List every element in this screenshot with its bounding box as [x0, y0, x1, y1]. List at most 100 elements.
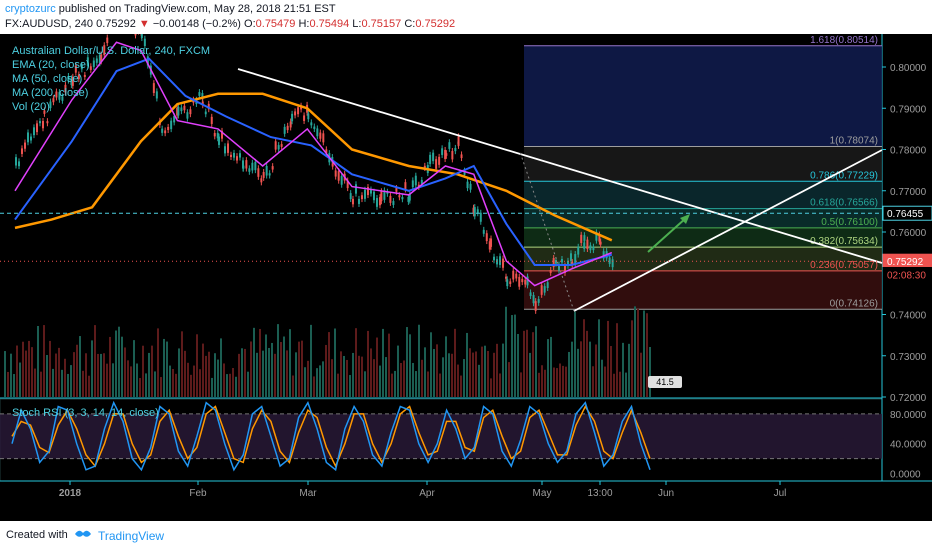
candle-body: [479, 212, 482, 222]
volume-bar: [88, 375, 90, 397]
ascending-trendline: [573, 149, 883, 312]
candle-body: [496, 259, 499, 265]
fib-zone: [524, 227, 882, 248]
volume-bar: [442, 357, 444, 397]
time-tick-label: Apr: [419, 488, 435, 499]
volume-bar: [553, 367, 555, 397]
price-badge-text: 0.75292: [887, 257, 924, 268]
volume-bar: [157, 328, 159, 397]
volume-bar: [421, 359, 423, 397]
candle-body: [526, 276, 529, 286]
time-tick-label: Jul: [774, 488, 787, 499]
volume-bar: [559, 363, 561, 397]
volume-bar: [544, 369, 546, 397]
volume-bar: [100, 353, 102, 397]
volume-bar: [103, 353, 105, 397]
volume-bar: [28, 340, 30, 397]
candle-body: [407, 196, 410, 202]
candle-body: [313, 126, 316, 130]
candle-body: [27, 132, 29, 143]
volume-bar: [211, 377, 213, 397]
volume-bar: [529, 352, 531, 397]
candle-body: [257, 168, 260, 177]
price-tick-label: 0.74000: [890, 311, 927, 322]
drawings[interactable]: 41.5: [0, 68, 883, 388]
volume-bar: [73, 352, 75, 397]
time-tick-label: 2018: [59, 488, 82, 499]
time-axis[interactable]: 2018 Feb Mar Apr May 13:00 Jun Jul: [59, 481, 787, 499]
price-tick-label: 0.79000: [890, 104, 927, 115]
author-link[interactable]: cryptozurc: [5, 3, 56, 15]
fib-level-label: 0(0.74126): [830, 298, 878, 309]
fib-zone: [524, 45, 882, 147]
volume-bar: [97, 353, 99, 397]
volume-bar: [106, 363, 108, 397]
volume-bar: [67, 373, 69, 397]
candle-body: [583, 242, 586, 249]
price-axis[interactable]: 0.80000 0.79000 0.78000 0.77000 0.76000 0.740…: [882, 63, 932, 481]
candle-body: [291, 113, 294, 122]
volume-histogram: [4, 306, 651, 397]
price-change: −0.00148 (−0.2%): [152, 18, 241, 30]
volume-bar: [511, 315, 513, 397]
fib-zone: [524, 181, 882, 209]
stoch-d-line: [11, 404, 651, 468]
candle-body: [441, 148, 444, 155]
volume-bar: [34, 368, 36, 397]
candle-body: [360, 195, 363, 200]
candle-body: [463, 170, 466, 175]
volume-bar: [385, 357, 387, 397]
volume-bar: [649, 347, 651, 397]
candle-body: [58, 92, 61, 100]
fibonacci-retracement[interactable]: 1.618(0.80514) 1(0.78074) 0.786(0.77229) 0.…: [524, 35, 882, 310]
volume-bar: [382, 328, 384, 397]
candle-body: [164, 130, 167, 134]
candle-body: [83, 74, 86, 77]
chart-canvas[interactable]: 1.618(0.80514) 1(0.78074) 0.786(0.77229) 0.…: [0, 34, 932, 521]
candle-body: [173, 116, 176, 123]
candle-body: [571, 261, 574, 265]
stoch-band: [0, 413, 882, 459]
stoch-tick-label: 80.0000: [890, 410, 927, 421]
candle-body: [574, 254, 577, 264]
volume-bar: [232, 368, 234, 397]
volume-bar: [142, 345, 144, 397]
candle-body: [198, 92, 201, 96]
candle-body: [580, 234, 583, 243]
candle-body: [569, 253, 572, 261]
candle-body: [372, 191, 375, 201]
volume-bar: [484, 345, 486, 397]
candle-body: [445, 153, 448, 156]
volume-bar: [217, 359, 219, 397]
volume-bar: [214, 353, 216, 397]
volume-bar: [601, 359, 603, 397]
volume-bar: [376, 337, 378, 397]
candle-body: [389, 195, 392, 203]
volume-bar: [535, 326, 537, 397]
stoch-k-line: [11, 400, 651, 472]
candle-body: [103, 45, 106, 56]
volume-bar: [325, 344, 327, 397]
candle-body: [271, 166, 274, 170]
volume-bar: [361, 356, 363, 397]
candle-body: [248, 168, 251, 172]
volume-bar: [598, 319, 600, 397]
volume-bar: [634, 306, 636, 397]
tradingview-link[interactable]: TradingView: [98, 529, 165, 543]
legend-ma50: MA (50, close): [12, 73, 82, 85]
volume-bar: [427, 371, 429, 397]
volume-bar: [610, 346, 612, 397]
volume-bar: [265, 334, 267, 397]
price-badge-text: 02:08:30: [887, 270, 926, 281]
candle-body: [46, 121, 49, 124]
volume-bar: [151, 345, 153, 397]
volume-bar: [343, 355, 345, 397]
candle-body: [482, 229, 485, 234]
volume-bar: [472, 352, 474, 397]
volume-bar: [169, 365, 171, 397]
candle-body: [242, 165, 245, 169]
volume-bar: [145, 373, 147, 397]
candle-body: [460, 154, 463, 159]
projection-arrow-line: [647, 217, 687, 253]
volume-bar: [583, 319, 585, 397]
